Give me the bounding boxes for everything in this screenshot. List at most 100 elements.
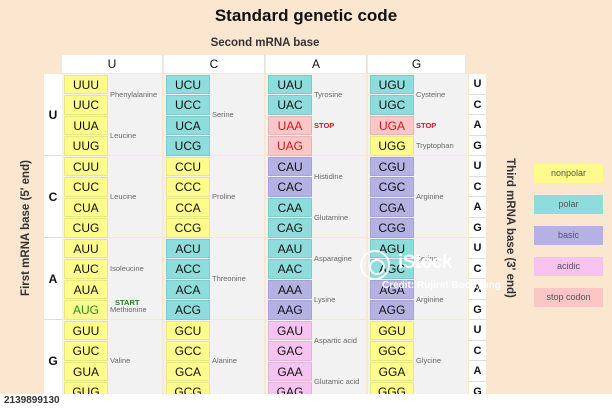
codon-cell: CGA [370, 197, 414, 217]
codon-cell: AGU [370, 238, 414, 258]
codon-cell: UGC [370, 95, 414, 115]
codon-cell: GUC [64, 341, 108, 361]
codon-cell: UCA [166, 115, 210, 135]
codon-cell: AUU [64, 238, 108, 258]
third-base-label: C [469, 258, 486, 279]
page-title: Standard genetic code [214, 6, 398, 25]
amino-acid-label: Leucine [110, 192, 137, 201]
first-base-label: G [44, 320, 62, 402]
codon-cell: GGA [370, 361, 414, 381]
second-base-header: G [368, 55, 466, 73]
codon-cell: UAG [268, 136, 312, 156]
amino-acid-label: Arginine [416, 294, 444, 304]
codon-cell: UCC [166, 95, 210, 115]
third-base-label: A [469, 115, 486, 136]
codon-cell: AGA [370, 279, 414, 299]
amino-acid-label: Histidine [314, 171, 343, 181]
codon-cell: CAC [268, 177, 312, 197]
amino-acid-label: Isoleucine [110, 263, 144, 273]
codon-cell: UUG [64, 136, 108, 156]
stop-label: STOP [314, 121, 335, 130]
codon-cell: GAA [268, 361, 312, 381]
codon-cell: CAA [268, 197, 312, 217]
codon-cell: UUA [64, 115, 108, 135]
third-base-label: U [469, 238, 486, 259]
codon-cell: UGU [370, 74, 414, 94]
codon-cell: UGG [370, 136, 414, 156]
codon-cell: CUU [64, 156, 108, 176]
second-base-header: C [164, 55, 265, 73]
codon-cell: UAU [268, 74, 312, 94]
amino-acid-label: Cysteine [416, 89, 446, 99]
legend-item: polar [534, 195, 603, 214]
third-base-label: U [469, 156, 486, 177]
first-base-label: A [44, 238, 62, 320]
amino-acid-label: Asparagine [314, 253, 352, 263]
amino-acid-label: Glutamic acid [314, 376, 360, 386]
codon-cell: UGA [370, 115, 414, 135]
first-base-label: U [44, 74, 62, 156]
codon-cell: AUG [64, 300, 108, 320]
codon-cell: UCU [166, 74, 210, 94]
codon-cell: CGG [370, 218, 414, 238]
codon-cell: AGC [370, 259, 414, 279]
amino-acid-label: Proline [212, 192, 236, 201]
codon-cell: GGC [370, 341, 414, 361]
codon-cell: GCU [166, 320, 210, 340]
third-base-label: G [469, 299, 486, 320]
codon-cell: ACG [166, 300, 210, 320]
amino-acid-label: Serine [416, 253, 438, 263]
second-base-axis-label: Second mRNA base [210, 37, 320, 49]
amino-acid-label: Serine [212, 110, 234, 119]
codon-cell: ACC [166, 259, 210, 279]
amino-acid-label: Valine [110, 356, 131, 365]
codon-cell: CAG [268, 218, 312, 238]
amino-acid-label: Methionine [110, 304, 147, 314]
codon-cell: CGC [370, 177, 414, 197]
stop-label: STOP [416, 121, 437, 130]
codon-cell: UCG [166, 136, 210, 156]
second-base-header: A [266, 55, 367, 73]
amino-acid-label: Leucine [110, 130, 137, 140]
third-base-label: C [469, 176, 486, 197]
codon-cell: GAU [268, 320, 312, 340]
second-base-header: U [62, 55, 163, 73]
amino-acid-label: Glutamine [314, 212, 349, 222]
codon-cell: UAA [268, 115, 312, 135]
codon-cell: AAC [268, 259, 312, 279]
third-base-label: A [469, 361, 486, 382]
third-base-label: C [469, 340, 486, 361]
codon-cell: CAU [268, 156, 312, 176]
codon-cell: AUA [64, 279, 108, 299]
codon-cell: GCC [166, 341, 210, 361]
amino-acid-label: Glycine [416, 356, 442, 365]
codon-cell: CUG [64, 218, 108, 238]
codon-cell: GUU [64, 320, 108, 340]
legend-item: stop codon [534, 288, 603, 307]
amino-acid-label: Aspartic acid [314, 335, 357, 345]
stock-id-bar: 2139899130 [0, 394, 612, 408]
codon-cell: AGG [370, 300, 414, 320]
codon-cell: CCU [166, 156, 210, 176]
third-base-label: A [469, 279, 486, 300]
amino-acid-label: Tyrosine [314, 89, 343, 99]
third-base-label: C [469, 94, 486, 115]
codon-cell: CCG [166, 218, 210, 238]
codon-cell: CGU [370, 156, 414, 176]
third-base-label: U [469, 320, 486, 341]
amino-acid-label: Lysine [314, 294, 336, 304]
third-base-label: G [469, 135, 486, 156]
legend-item: nonpolar [534, 164, 603, 183]
codon-cell: UUC [64, 95, 108, 115]
codon-cell: GUA [64, 361, 108, 381]
amino-acid-label: Phenylalanine [110, 89, 158, 99]
first-base-label: C [44, 156, 62, 238]
third-base-label: G [469, 217, 486, 238]
codon-cell: UUU [64, 74, 108, 94]
third-base-label: U [469, 74, 486, 95]
amino-acid-label: Threonine [212, 274, 246, 283]
third-base-label: A [469, 197, 486, 218]
amino-acid-label: Arginine [416, 192, 444, 201]
codon-cell: CCA [166, 197, 210, 217]
